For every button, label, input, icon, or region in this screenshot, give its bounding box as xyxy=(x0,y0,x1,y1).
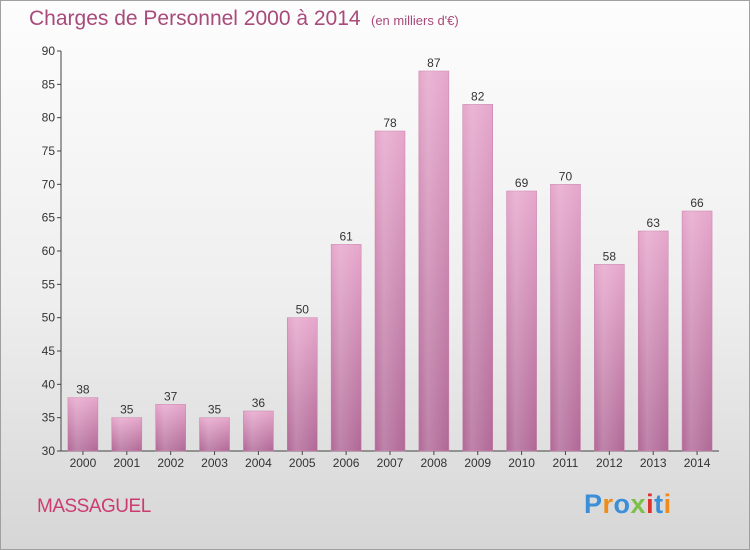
y-tick-label: 35 xyxy=(42,411,56,425)
logo-letter: o xyxy=(613,489,631,519)
data-label: 38 xyxy=(76,383,90,397)
logo-letter: t xyxy=(654,489,664,519)
x-tick-label: 2008 xyxy=(421,456,448,470)
commune-name: MASSAGUEL xyxy=(37,496,151,517)
x-tick-label: 2002 xyxy=(157,456,184,470)
logo-letter: r xyxy=(602,489,614,519)
data-label: 87 xyxy=(427,56,441,70)
bar-highlight xyxy=(638,231,669,451)
bar-highlight xyxy=(243,411,274,451)
x-tick-label: 2010 xyxy=(508,456,535,470)
x-tick-label: 2000 xyxy=(70,456,97,470)
x-tick-label: 2012 xyxy=(596,456,623,470)
x-tick-label: 2003 xyxy=(201,456,228,470)
y-tick-label: 40 xyxy=(42,377,56,391)
y-tick-label: 90 xyxy=(42,44,56,58)
x-tick-label: 2001 xyxy=(113,456,140,470)
x-tick-label: 2004 xyxy=(245,456,272,470)
data-label: 70 xyxy=(559,169,573,183)
logo-letter: x xyxy=(630,489,647,519)
bar-highlight xyxy=(375,131,405,451)
data-label: 35 xyxy=(208,403,222,417)
x-tick-label: 2011 xyxy=(553,456,579,470)
bars xyxy=(67,70,713,452)
bar-highlight xyxy=(155,404,186,451)
y-tick-label: 75 xyxy=(42,144,56,158)
bar-highlight xyxy=(111,417,142,451)
x-tick-label: 2013 xyxy=(640,456,667,470)
y-tick-label: 85 xyxy=(42,77,56,91)
y-tick-label: 60 xyxy=(42,244,56,258)
y-tick-label: 55 xyxy=(42,277,56,291)
data-label: 36 xyxy=(252,396,266,410)
data-label: 82 xyxy=(471,89,485,103)
bar-highlight xyxy=(199,417,230,451)
chart-subtitle: (en milliers d'€) xyxy=(371,13,459,28)
logo-letter: P xyxy=(584,489,603,519)
x-tick-label: 2006 xyxy=(333,456,360,470)
bar-highlight xyxy=(594,264,625,451)
y-tick-label: 80 xyxy=(42,111,56,125)
bar-highlight xyxy=(287,317,318,451)
data-label: 66 xyxy=(690,196,704,210)
logo-letter: i xyxy=(663,489,672,519)
logo-letter: i xyxy=(646,489,655,519)
proxiti-logo: Proxiti xyxy=(584,489,672,520)
data-label: 37 xyxy=(164,389,178,403)
bar-highlight xyxy=(506,191,537,451)
bar-highlight xyxy=(331,244,362,451)
data-label: 50 xyxy=(296,303,310,317)
bar-highlight xyxy=(682,211,713,451)
bar-highlight xyxy=(550,184,581,452)
data-label: 63 xyxy=(647,216,661,230)
y-tick-label: 65 xyxy=(42,211,56,225)
y-tick-label: 70 xyxy=(42,177,56,191)
data-label: 35 xyxy=(120,403,134,417)
bar-highlight xyxy=(67,397,98,451)
x-tick-label: 2005 xyxy=(289,456,316,470)
x-tick-label: 2007 xyxy=(377,456,404,470)
chart-title: Charges de Personnel 2000 à 2014 xyxy=(29,7,361,30)
bar-highlight xyxy=(462,104,493,451)
x-tick-label: 2009 xyxy=(464,456,491,470)
data-label: 78 xyxy=(383,116,397,130)
y-tick-label: 30 xyxy=(42,444,56,458)
value-labels: 38 35 37 35 36 50 61 78 87 82 69 70 58 63 66 xyxy=(76,56,704,417)
data-label: 61 xyxy=(339,229,353,243)
data-label: 69 xyxy=(515,176,529,190)
data-label: 58 xyxy=(603,249,617,263)
bar-highlight xyxy=(418,71,449,451)
y-tick-label: 50 xyxy=(42,311,56,325)
y-tick-label: 45 xyxy=(42,344,56,358)
x-tick-label: 2014 xyxy=(684,456,711,470)
